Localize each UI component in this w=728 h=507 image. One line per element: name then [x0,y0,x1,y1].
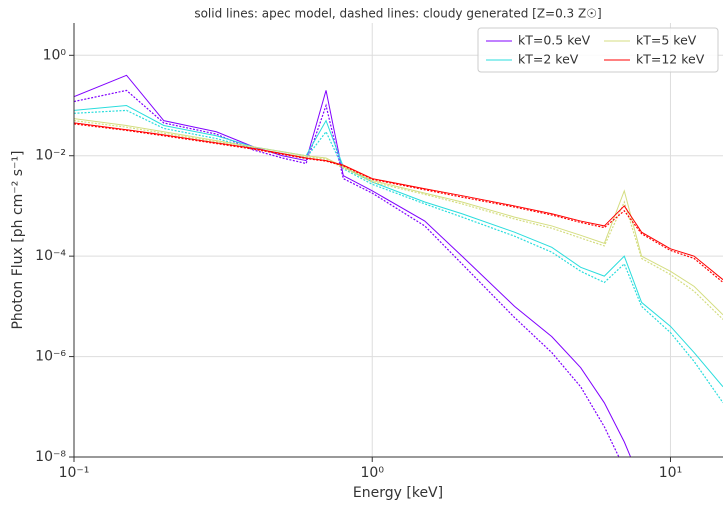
apec-line [74,74,632,457]
x-tick-label: 10⁻¹ [59,465,90,481]
y-tick-label: 10⁻⁶ [35,349,66,365]
legend-box [477,27,719,73]
y-tick-label: 10⁻² [35,148,66,164]
chart-title: solid lines: apec model, dashed lines: c… [194,7,601,21]
legend-label: kT=5 keV [636,33,697,48]
legend-label: kT=0.5 keV [518,33,591,48]
apec-line [74,105,723,388]
plot-area [74,74,723,457]
legend: kT=0.5 keV kT=2 keV kT=5 keV kT=12 keV [477,27,719,73]
legend-label: kT=12 keV [636,52,705,67]
apec-line [74,118,723,316]
x-axis-label: Energy [keV] [353,485,443,501]
y-axis-label: Photon Flux [ph cm⁻² s⁻¹] [10,150,26,329]
cloudy-line [74,120,723,320]
x-tick-label: 10¹ [659,465,682,481]
apec-line [74,122,723,281]
y-tick-label: 10⁰ [43,47,67,63]
y-tick-label: 10⁻⁸ [35,449,66,465]
cloudy-line [74,123,723,283]
legend-label: kT=2 keV [518,52,579,67]
y-tick-label: 10⁻⁴ [35,248,66,264]
x-tick-label: 10⁰ [361,465,385,481]
grid [73,23,723,458]
